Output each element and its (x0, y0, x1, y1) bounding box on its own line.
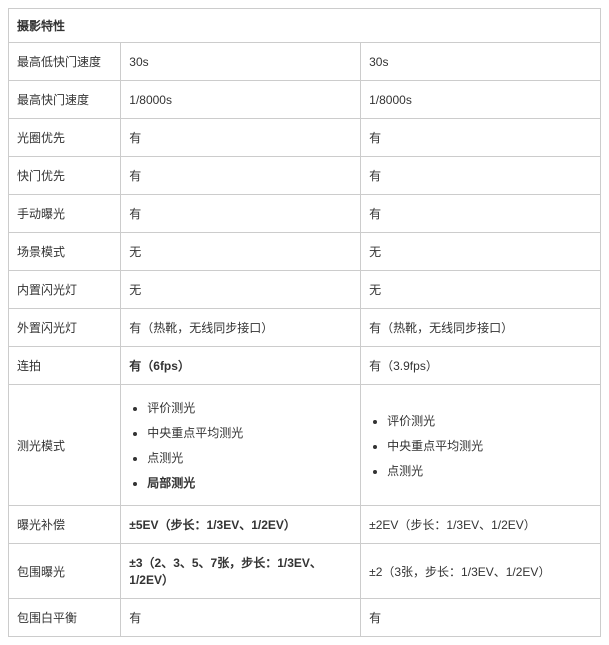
spec-value-1-list-item: 中央重点平均测光 (147, 420, 352, 445)
spec-row: 内置闪光灯无无 (9, 271, 601, 309)
spec-value-1: 有 (121, 599, 361, 637)
spec-label: 光圈优先 (9, 119, 121, 157)
spec-value-2: 有 (361, 195, 601, 233)
spec-value-2: 无 (361, 271, 601, 309)
spec-value-1: 无 (121, 271, 361, 309)
spec-value-1: 无 (121, 233, 361, 271)
spec-label: 曝光补偿 (9, 506, 121, 544)
spec-table: 摄影特性最高低快门速度30s30s最高快门速度1/8000s1/8000s光圈优… (8, 8, 601, 637)
spec-value-2: ±2EV（步长：1/3EV、1/2EV） (361, 506, 601, 544)
spec-label: 测光模式 (9, 385, 121, 506)
spec-row: 光圈优先有有 (9, 119, 601, 157)
spec-value-2: 1/8000s (361, 81, 601, 119)
spec-row: 外置闪光灯有（热靴，无线同步接口）有（热靴，无线同步接口） (9, 309, 601, 347)
spec-label: 最高快门速度 (9, 81, 121, 119)
spec-row: 曝光补偿±5EV（步长：1/3EV、1/2EV）±2EV（步长：1/3EV、1/… (9, 506, 601, 544)
spec-row: 最高低快门速度30s30s (9, 43, 601, 81)
spec-row: 包围曝光±3（2、3、5、7张，步长：1/3EV、1/2EV）±2（3张，步长：… (9, 544, 601, 599)
spec-value-2-list-item: 点测光 (387, 458, 592, 483)
spec-row: 场景模式无无 (9, 233, 601, 271)
spec-value-2-list-item: 评价测光 (387, 408, 592, 433)
spec-value-2: 有（热靴，无线同步接口） (361, 309, 601, 347)
spec-row: 最高快门速度1/8000s1/8000s (9, 81, 601, 119)
spec-value-1: 有 (121, 195, 361, 233)
spec-value-1: 评价测光中央重点平均测光点测光局部测光 (121, 385, 361, 506)
spec-value-1: 有 (121, 119, 361, 157)
spec-value-1: 有（6fps） (121, 347, 361, 385)
spec-row: 测光模式评价测光中央重点平均测光点测光局部测光评价测光中央重点平均测光点测光 (9, 385, 601, 506)
spec-value-1-list-item: 点测光 (147, 445, 352, 470)
section-header: 摄影特性 (9, 9, 601, 43)
spec-label: 包围白平衡 (9, 599, 121, 637)
spec-label: 外置闪光灯 (9, 309, 121, 347)
spec-row: 连拍有（6fps）有（3.9fps） (9, 347, 601, 385)
spec-value-2: ±2（3张，步长：1/3EV、1/2EV） (361, 544, 601, 599)
spec-label: 场景模式 (9, 233, 121, 271)
spec-value-2-list: 评价测光中央重点平均测光点测光 (369, 408, 592, 483)
spec-value-1-list-item: 局部测光 (147, 470, 352, 495)
spec-value-1: ±5EV（步长：1/3EV、1/2EV） (121, 506, 361, 544)
spec-value-1-list-item: 评价测光 (147, 395, 352, 420)
spec-value-2: 有 (361, 599, 601, 637)
spec-value-1-list: 评价测光中央重点平均测光点测光局部测光 (129, 395, 352, 495)
spec-value-2-list-item: 中央重点平均测光 (387, 433, 592, 458)
spec-value-1: 有 (121, 157, 361, 195)
spec-label: 手动曝光 (9, 195, 121, 233)
spec-value-1: 30s (121, 43, 361, 81)
spec-table-body: 摄影特性最高低快门速度30s30s最高快门速度1/8000s1/8000s光圈优… (9, 9, 601, 637)
spec-value-1: 有（热靴，无线同步接口） (121, 309, 361, 347)
spec-label: 连拍 (9, 347, 121, 385)
spec-value-2: 评价测光中央重点平均测光点测光 (361, 385, 601, 506)
spec-label: 内置闪光灯 (9, 271, 121, 309)
spec-row: 包围白平衡有有 (9, 599, 601, 637)
spec-value-2: 有 (361, 119, 601, 157)
spec-row: 快门优先有有 (9, 157, 601, 195)
spec-value-2: 30s (361, 43, 601, 81)
spec-value-2: 无 (361, 233, 601, 271)
spec-label: 快门优先 (9, 157, 121, 195)
section-header-row: 摄影特性 (9, 9, 601, 43)
spec-label: 包围曝光 (9, 544, 121, 599)
spec-row: 手动曝光有有 (9, 195, 601, 233)
spec-value-1: ±3（2、3、5、7张，步长：1/3EV、1/2EV） (121, 544, 361, 599)
spec-value-2: 有 (361, 157, 601, 195)
spec-value-2: 有（3.9fps） (361, 347, 601, 385)
spec-value-1: 1/8000s (121, 81, 361, 119)
spec-label: 最高低快门速度 (9, 43, 121, 81)
